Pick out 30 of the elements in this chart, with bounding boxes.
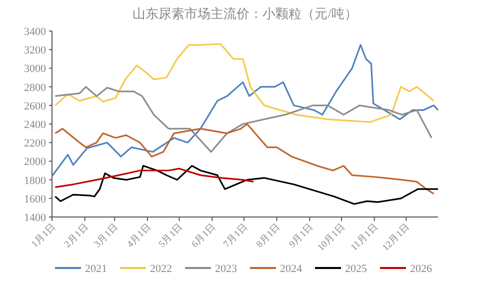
y-tick-label: 1800 — [24, 174, 46, 187]
x-tick-label: 7月1日 — [221, 221, 250, 250]
legend-label: 2022 — [150, 263, 172, 275]
x-tick-label: 5月1日 — [156, 221, 186, 250]
legend-label: 2024 — [280, 263, 302, 275]
y-tick-label: 1400 — [24, 212, 46, 224]
y-tick-label: 2000 — [24, 156, 46, 168]
x-tick-label: 10月1日 — [316, 221, 348, 254]
x-tick-label: 11月1日 — [348, 221, 380, 254]
x-tick-label: 8月1日 — [254, 221, 283, 250]
y-tick-label: 3400 — [24, 26, 46, 38]
x-tick-label: 4月1日 — [124, 221, 154, 250]
y-tick-label: 3200 — [24, 44, 46, 57]
legend-label: 2023 — [215, 263, 238, 275]
x-tick-label: 1月1日 — [29, 221, 58, 250]
x-tick-label: 3月1日 — [92, 221, 121, 250]
x-tick-label: 12月1日 — [380, 221, 412, 254]
x-tick-label: 2月1日 — [62, 221, 91, 250]
y-tick-label: 2400 — [24, 119, 46, 131]
y-tick-label: 2600 — [24, 100, 46, 112]
y-tick-label: 1600 — [24, 193, 46, 206]
legend-label: 2021 — [85, 263, 107, 275]
legend-label: 2026 — [410, 263, 432, 275]
y-tick-label: 3000 — [24, 63, 46, 76]
chart-title: 山东尿素市场主流价：小颗粒（元/吨） — [132, 6, 358, 21]
legend-label: 2025 — [345, 263, 368, 275]
y-tick-label: 2800 — [24, 82, 46, 94]
y-tick-label: 2200 — [24, 138, 46, 150]
x-tick-label: 6月1日 — [190, 221, 218, 250]
x-tick-label: 9月1日 — [287, 221, 316, 250]
